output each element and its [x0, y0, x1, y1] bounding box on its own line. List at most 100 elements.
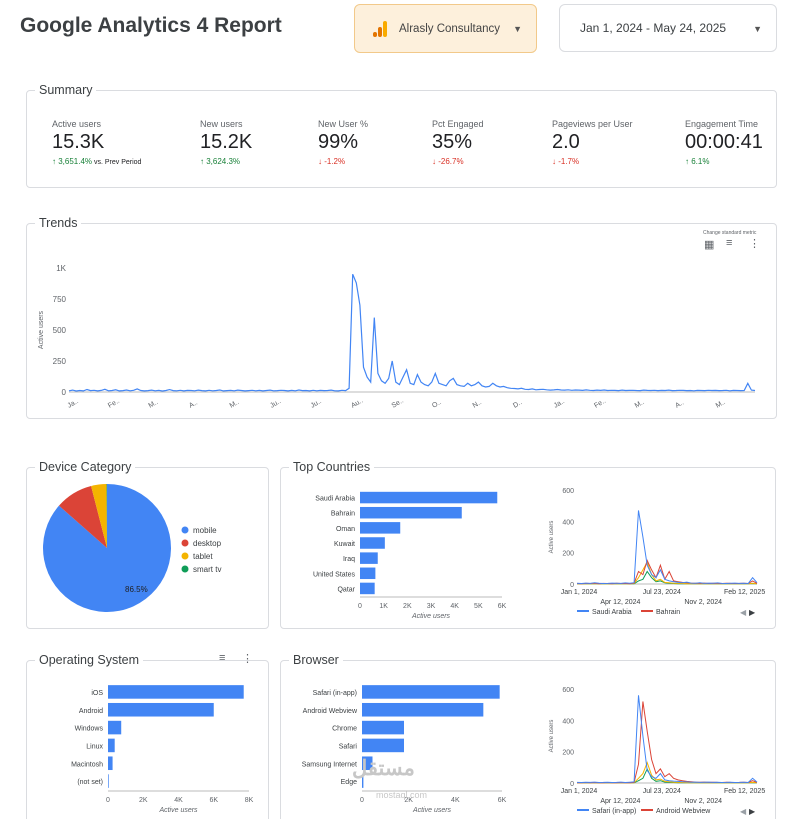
kpi-label: New users — [200, 119, 243, 129]
bar-category-label: iOS — [91, 690, 103, 697]
x-tick-label: 8K — [245, 797, 254, 804]
x-tick-label: 2K — [139, 797, 148, 804]
os-title: Operating System — [35, 653, 144, 667]
legend-label: desktop — [193, 539, 222, 548]
x-tick-label: 0 — [106, 797, 110, 804]
x-tick-label: Nov 2, 2024 — [684, 599, 722, 606]
bar-category-label: Saudi Arabia — [315, 496, 355, 503]
y-axis-label: Active users — [549, 720, 555, 753]
y-tick-label: 400 — [562, 718, 574, 725]
x-tick-label: Nov 2, 2024 — [684, 798, 722, 805]
y-tick-label: 1K — [56, 264, 66, 273]
x-tick-label: 0 — [360, 797, 364, 804]
device-card: Device Category 86.5% mobile desktop tablet… — [26, 460, 269, 629]
bar — [362, 720, 404, 735]
kpi-label: Pageviews per User — [552, 119, 633, 129]
countries-card: Top Countries Saudi Arabia Bahrain Oman Kuw… — [280, 460, 776, 629]
x-tick-label: M.. — [229, 399, 241, 410]
x-tick-label: A.. — [674, 399, 685, 409]
filter-icon[interactable]: ≡ — [219, 652, 226, 664]
legend-swatch — [181, 539, 189, 547]
date-range-picker[interactable]: Jan 1, 2024 - May 24, 2025 ▼ — [559, 4, 777, 52]
os-bar-chart: iOS Android Windows Linux Macintosh (not set)… — [71, 685, 254, 814]
kpi-scorecard: New users 15.2K ↑ 3,624.3% — [200, 119, 252, 166]
y-tick-label: 600 — [562, 488, 574, 495]
kpi-value: 15.3K — [52, 131, 105, 153]
bar-category-label: Safari — [339, 743, 358, 750]
bar-category-label: Samsung Internet — [302, 761, 357, 768]
x-tick-label: N.. — [472, 399, 483, 410]
x-tick-label: 0 — [358, 603, 362, 610]
x-tick-label: 6K — [209, 797, 218, 804]
kpi-value: 00:00:41 — [685, 131, 763, 153]
bar-category-label: Macintosh — [71, 761, 103, 768]
bar-category-label: Safari (in-app) — [313, 690, 357, 697]
kpi-delta: ↓ -26.7% — [432, 157, 464, 166]
x-tick-label: 1K — [379, 603, 388, 610]
legend-label: Saudi Arabia — [592, 609, 632, 616]
x-tick-label: Feb 12, 2025 — [724, 788, 765, 795]
filter-icon[interactable]: ≡ — [726, 237, 733, 249]
browser-trend-chart: 0 200 400 600 Active users Jan 1, 2024 Jul 23,… — [549, 687, 765, 816]
bar-category-label: Windows — [75, 726, 104, 733]
x-tick-label: D.. — [512, 399, 523, 410]
y-tick-label: 250 — [53, 357, 67, 366]
bar-category-label: Android Webview — [303, 708, 358, 715]
bar — [360, 552, 378, 564]
x-tick-label: M.. — [634, 399, 646, 410]
y-axis-label: Active users — [549, 521, 555, 554]
change-metric-link[interactable]: Change standard metric — [703, 230, 757, 236]
x-tick-label: Apr 12, 2024 — [600, 599, 640, 606]
bar-category-label: Iraq — [343, 556, 355, 563]
x-tick-label: 4K — [451, 797, 460, 804]
x-tick-label: 2K — [404, 797, 413, 804]
bar-category-label: Chrome — [332, 726, 357, 733]
bar — [362, 774, 364, 788]
y-tick-label: 750 — [53, 295, 67, 304]
x-tick-label: M.. — [715, 399, 727, 410]
x-tick-label: 4K — [450, 603, 459, 610]
x-tick-label: Ja.. — [67, 398, 80, 410]
x-tick-label: Jan 1, 2024 — [561, 788, 598, 795]
bar-category-label: Android — [79, 708, 103, 715]
bar-category-label: Edge — [341, 779, 357, 786]
x-tick-label: Fe.. — [107, 398, 121, 410]
bar — [362, 756, 373, 771]
y-tick-label: 600 — [562, 687, 574, 694]
x-axis-label: Active users — [412, 807, 452, 814]
chart-icon[interactable]: ▦ — [704, 239, 715, 251]
legend-prev-icon: ◀ — [740, 608, 747, 617]
series-line — [577, 570, 758, 585]
y-tick-label: 0 — [570, 781, 574, 788]
bar — [362, 702, 484, 717]
legend-label: Android Webview — [656, 808, 711, 815]
legend-swatch — [181, 565, 189, 573]
kpi-value: 2.0 — [552, 131, 580, 153]
countries-trend-chart: 0 200 400 600 Active users Jan 1, 2024 Jul 23,… — [549, 488, 765, 617]
browser-title: Browser — [289, 653, 343, 667]
legend-label: Bahrain — [656, 609, 680, 616]
legend-next-icon: ▶ — [749, 608, 756, 617]
legend-next-icon: ▶ — [749, 807, 756, 816]
more-vert-icon[interactable]: ⋮ — [749, 238, 760, 250]
x-axis-label: Active users — [158, 807, 198, 814]
x-tick-label: Jul 23, 2024 — [643, 788, 681, 795]
countries-bar-chart: Saudi Arabia Bahrain Oman Kuwait Iraq United … — [313, 491, 507, 620]
bar — [108, 738, 115, 753]
legend-prev-icon: ◀ — [740, 807, 747, 816]
bar — [360, 582, 375, 595]
y-tick-label: 200 — [562, 551, 574, 558]
bar-category-label: United States — [313, 571, 356, 578]
kpi-value: 99% — [318, 131, 359, 153]
x-tick-label: A.. — [188, 399, 199, 409]
date-range-label: Jan 1, 2024 - May 24, 2025 — [580, 21, 727, 35]
bar-category-label: Bahrain — [331, 511, 355, 518]
kpi-label: Active users — [52, 119, 102, 129]
bar — [362, 738, 404, 753]
kpi-delta: ↓ -1.7% — [552, 157, 580, 166]
trends-card: Trends Change standard metric ▦ ≡ ⋮ 0 250… — [26, 216, 777, 419]
account-selector[interactable]: Alrasly Consultancy ▼ — [354, 4, 537, 53]
kpi-scorecard: Engagement Time 00:00:41 ↑ 6.1% — [685, 119, 763, 166]
report-title: Google Analytics 4 Report — [20, 14, 282, 37]
more-vert-icon[interactable]: ⋮ — [242, 653, 253, 665]
